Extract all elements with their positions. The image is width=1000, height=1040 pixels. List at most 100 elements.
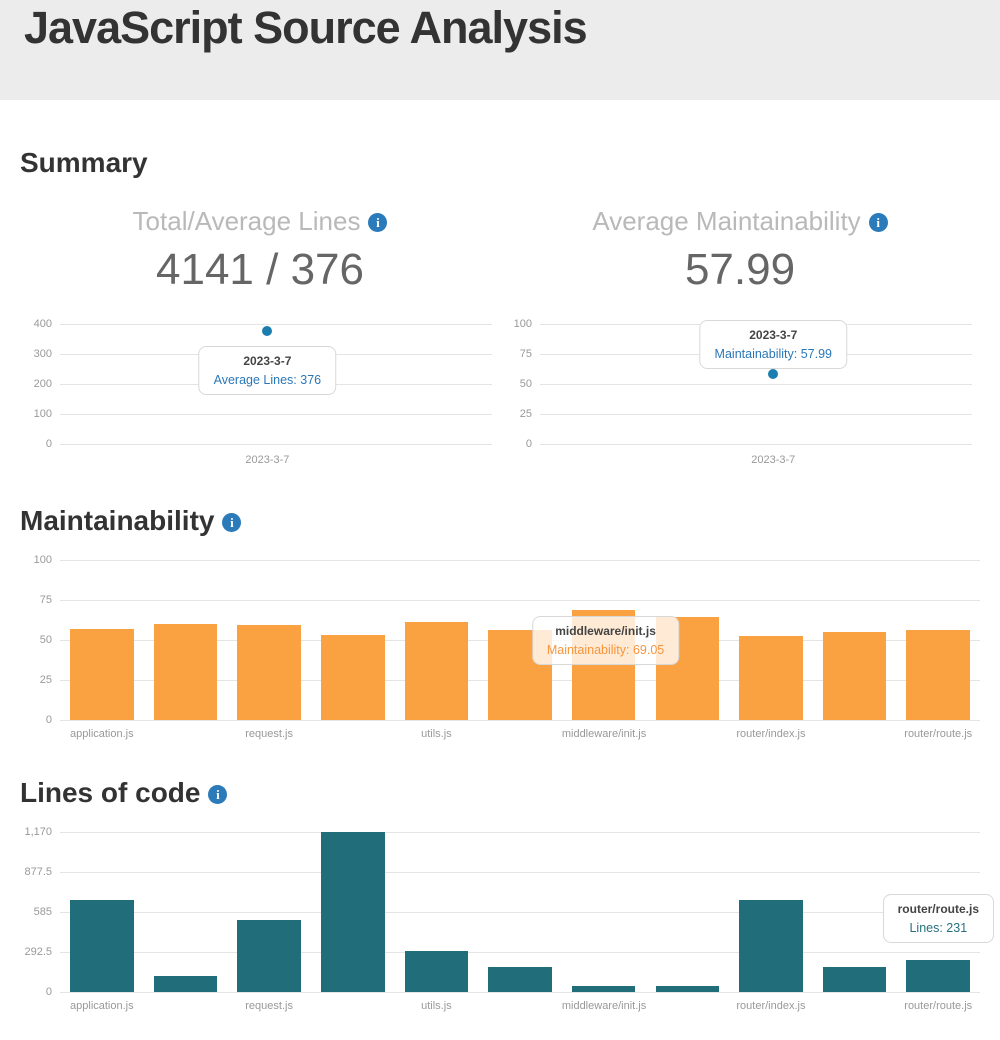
gridline [60,324,492,325]
x-axis-tick-label [645,728,729,740]
y-axis-tick-label: 400 [33,318,52,330]
gridline [60,444,492,445]
bar-slot [144,832,228,992]
bar-slot [478,832,562,992]
y-axis-tick-label: 75 [519,348,532,360]
gridline [60,832,980,833]
tooltip-title: 2023-3-7 [749,328,798,342]
x-axis-tick-label: middleware/init.js [561,1000,647,1012]
bar-slot [896,560,980,720]
bar-file-8[interactable] [655,985,720,992]
average-maintainability-trend-chart: 2023-3-7 2023-3-7 Maintainability: 57.99 0 2… [500,318,980,474]
data-point[interactable] [262,326,273,337]
bar-file-4[interactable] [320,832,385,992]
bar-file-4[interactable] [320,634,385,720]
bar-request.js[interactable] [237,919,301,992]
bar-slot [227,560,311,720]
bar-slot [813,832,897,992]
data-point[interactable] [768,369,779,380]
bar-file-10[interactable] [822,632,887,720]
lines-of-code-section: Lines of code i router/route.js Lines: 231… [20,776,994,1040]
info-icon[interactable]: i [208,785,228,804]
bar-router/index.js[interactable] [739,635,803,720]
x-axis-labels: application.js request.js utils.js middlewa… [60,728,980,740]
y-axis-tick-label: 75 [39,594,52,606]
gridline [60,872,980,873]
gridline [540,384,972,385]
bars-row [60,832,980,992]
gridline [60,600,980,601]
y-axis-tick-label: 585 [33,906,52,918]
gridline [540,444,972,445]
metric-average-maintainability: Average Maintainability i 57.99 2023-3-7 2… [500,180,980,474]
bar-slot [395,832,479,992]
info-icon[interactable]: i [222,513,242,532]
bar-slot [813,560,897,720]
info-icon[interactable]: i [368,213,388,232]
bar-router/index.js[interactable] [739,900,803,992]
bar-slot [60,832,144,992]
y-axis-tick-label: 0 [45,986,52,998]
y-axis-tick-label: 50 [39,634,52,646]
bar-slot [729,832,813,992]
bar-slot [562,832,646,992]
bar-utils.js[interactable] [404,950,469,992]
maintainability-section: Maintainability i middleware/init.js Maint… [20,504,980,768]
x-axis-tick-label: application.js [70,1000,134,1012]
gridline [60,912,980,913]
plot-area: router/route.js Lines: 231 [60,832,994,993]
bar-slot [896,832,980,992]
bar-request.js[interactable] [237,625,301,720]
x-axis-labels: application.js request.js utils.js middlewa… [60,1000,980,1012]
plot-area: middleware/init.js Maintainability: 69.05 [60,560,980,721]
info-icon[interactable]: i [868,213,888,232]
bar-slot [311,832,395,992]
y-axis-tick-label: 292.5 [24,946,52,958]
y-axis-tick-label: 50 [519,378,532,390]
x-axis-tick-label [645,1000,729,1012]
x-axis-tick-label [813,728,897,740]
chart-tooltip: middleware/init.js Maintainability: 69.05 [531,616,680,665]
bar-file-2[interactable] [153,624,218,720]
bar-file-6[interactable] [488,967,552,992]
x-axis-tick-label [478,1000,562,1012]
lines-of-code-bar-chart: router/route.js Lines: 231 0 292.5 585 877.5 1… [20,826,994,1040]
gridline [60,720,980,721]
bar-utils.js[interactable] [404,622,469,720]
maintainability-heading: Maintainability i [20,504,980,538]
tooltip-value: Average Lines: 376 [213,373,322,387]
tooltip-title: middleware/init.js [555,624,656,638]
lines-of-code-heading: Lines of code i [20,776,980,810]
metric-title: Average Maintainability i [500,206,980,236]
y-axis-tick-label: 300 [33,348,52,360]
x-axis-tick-label: request.js [245,1000,293,1012]
metric-value: 4141 / 376 [156,245,364,294]
x-axis-tick-label [144,728,228,740]
x-axis-tick-label [311,728,395,740]
bar-file-2[interactable] [153,976,218,992]
bars-row [60,560,980,720]
x-axis-tick-label: middleware/init.js [561,728,647,740]
maintainability-heading-text: Maintainability [20,505,215,536]
bar-application.js[interactable] [70,628,134,720]
plot-area: 2023-3-7 2023-3-7 Maintainability: 57.99 [540,320,972,466]
bar-slot [227,832,311,992]
metric-total-average-lines: Total/Average Lines i 4141 / 376 2023-3-7… [20,180,500,474]
maintainability-bar-chart: middleware/init.js Maintainability: 69.05… [20,554,980,768]
tooltip-title: router/route.js [897,902,979,916]
x-axis-tick-label: router/route.js [904,728,973,740]
x-axis-tick-label: utils.js [421,728,452,740]
y-axis-tick-label: 877.5 [24,866,52,878]
summary-heading-text: Summary [20,147,148,178]
y-axis-tick-label: 25 [519,408,532,420]
y-axis-tick-label: 100 [33,554,52,566]
bar-application.js[interactable] [70,900,134,992]
bar-middleware/init.js[interactable] [571,986,636,992]
tooltip-value: Maintainability: 57.99 [714,347,832,361]
bar-router/route.js[interactable] [906,629,970,720]
summary-section: Summary Total/Average Lines i 4141 / 376 … [20,146,980,474]
bar-file-10[interactable] [822,967,887,992]
x-axis-tick-label [813,1000,897,1012]
x-axis-tick-label: request.js [245,728,293,740]
bar-router/route.js[interactable] [906,960,970,992]
